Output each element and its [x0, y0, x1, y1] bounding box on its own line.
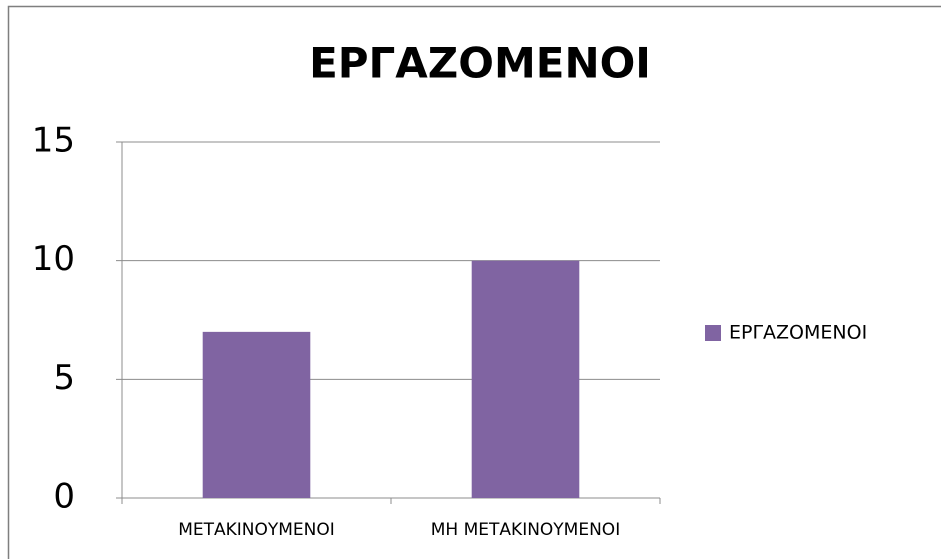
y-tick-label: 15 — [32, 121, 75, 161]
bar — [471, 260, 580, 498]
y-tick-label: 0 — [53, 477, 75, 517]
legend-label: ΕΡΓΑΖΟΜΕΝΟΙ — [729, 322, 867, 344]
chart-title: ΕΡΓΑΖΟΜΕΝΟΙ — [309, 39, 651, 88]
y-tick-label: 5 — [53, 358, 75, 398]
bar — [202, 331, 311, 498]
x-tick-label: ΜΗ ΜΕΤΑΚΙΝΟΥΜΕΝΟΙ — [431, 520, 620, 540]
legend-swatch — [705, 325, 721, 341]
x-tick-label: ΜΕΤΑΚΙΝΟΥΜΕΝΟΙ — [178, 520, 335, 540]
y-tick-label: 10 — [32, 239, 75, 279]
